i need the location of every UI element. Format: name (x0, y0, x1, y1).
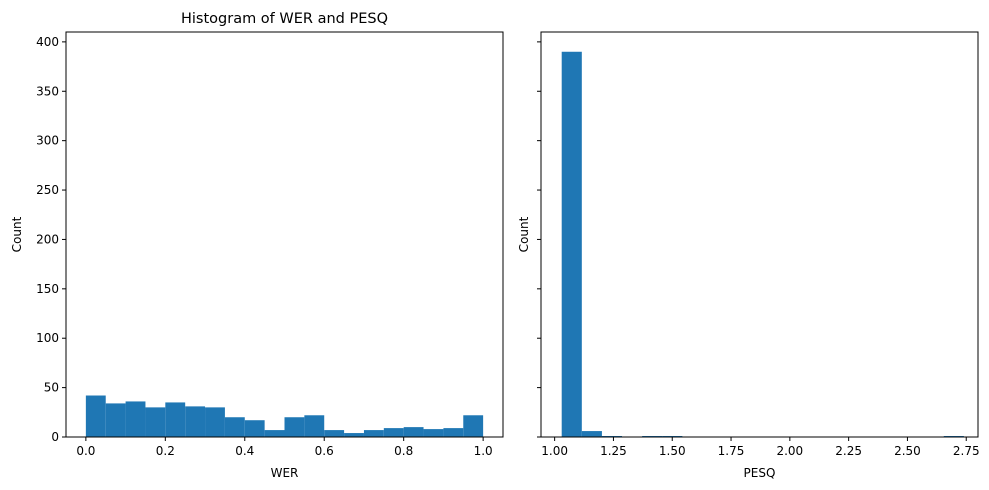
wer-bar (284, 417, 305, 437)
wer-histogram: 0.0 0.2 0.4 0.6 0.8 1.0 0 50 100 150 200 250 300 350… (10, 11, 504, 480)
pesq-x-ticks: 1.00 1.25 1.50 1.75 2.00 2.25 2.50 2.75 (541, 437, 980, 458)
wer-bar (383, 428, 404, 437)
wer-x-tick-label: 0.6 (315, 444, 334, 458)
pesq-x-tick-label: 2.50 (894, 444, 921, 458)
pesq-x-tick-label: 1.25 (600, 444, 627, 458)
pesq-x-tick-label: 2.25 (835, 444, 862, 458)
pesq-y-ticks (537, 41, 541, 438)
wer-bar (463, 415, 484, 437)
wer-bar (304, 415, 325, 437)
wer-y-tick-label: 200 (36, 232, 59, 246)
wer-bar (105, 403, 126, 437)
wer-y-tick-label: 0 (51, 430, 59, 444)
wer-x-tick-label: 1.0 (474, 444, 493, 458)
pesq-axes-frame (540, 31, 979, 438)
pesq-x-axis-label: PESQ (744, 466, 776, 480)
wer-bar (264, 430, 285, 437)
pesq-x-tick-label: 1.50 (659, 444, 686, 458)
wer-y-tick-label: 100 (36, 331, 59, 345)
wer-y-tick-label: 50 (44, 381, 59, 395)
wer-bar (125, 401, 146, 437)
wer-bar (363, 430, 384, 437)
chart-title: Histogram of WER and PESQ (181, 11, 388, 27)
pesq-x-tick-label: 2.00 (776, 444, 803, 458)
wer-x-axis-label: WER (271, 466, 299, 480)
pesq-x-tick-label: 1.00 (541, 444, 568, 458)
wer-bar (344, 433, 364, 437)
pesq-x-tick-label: 2.75 (953, 444, 980, 458)
pesq-bar (561, 51, 582, 437)
pesq-bar (581, 431, 602, 437)
wer-y-tick-label: 300 (36, 134, 59, 148)
wer-x-tick-label: 0.4 (235, 444, 254, 458)
wer-bar (244, 420, 265, 437)
pesq-y-axis-label: Count (517, 216, 531, 252)
wer-bar (224, 417, 245, 437)
wer-y-tick-label: 350 (36, 84, 59, 98)
wer-bar (85, 395, 106, 437)
pesq-x-tick-label: 1.75 (718, 444, 745, 458)
wer-y-tick-label: 150 (36, 282, 59, 296)
wer-y-ticks: 0 50 100 150 200 250 300 350 400 (36, 35, 66, 444)
wer-bar (423, 429, 444, 437)
pesq-histogram: 1.00 1.25 1.50 1.75 2.00 2.25 2.50 2.75 PESQ Co… (517, 31, 980, 480)
wer-bar (165, 402, 186, 437)
wer-bar (205, 407, 225, 437)
wer-y-tick-label: 400 (36, 35, 59, 49)
wer-axes-frame (65, 31, 504, 438)
wer-x-tick-label: 0.0 (76, 444, 95, 458)
wer-x-ticks: 0.0 0.2 0.4 0.6 0.8 1.0 (76, 437, 493, 458)
wer-y-axis-label: Count (10, 216, 24, 252)
wer-bars (85, 395, 484, 437)
wer-bar (185, 406, 206, 437)
wer-x-tick-label: 0.2 (156, 444, 175, 458)
wer-bar (403, 427, 424, 437)
wer-bar (443, 428, 464, 437)
wer-bar (324, 430, 345, 437)
wer-y-tick-label: 250 (36, 183, 59, 197)
wer-bar (145, 407, 166, 437)
wer-x-tick-label: 0.8 (394, 444, 413, 458)
